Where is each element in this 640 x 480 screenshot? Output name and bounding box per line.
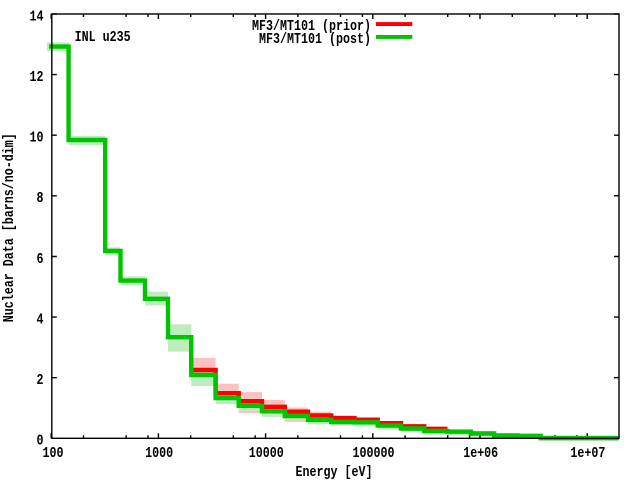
svg-text:10: 10 bbox=[30, 130, 44, 147]
svg-text:1000: 1000 bbox=[145, 445, 173, 462]
svg-text:Energy [eV]: Energy [eV] bbox=[296, 464, 373, 480]
svg-text:MF3/MT101 (post): MF3/MT101 (post) bbox=[259, 31, 371, 48]
svg-text:14: 14 bbox=[30, 8, 44, 25]
svg-text:12: 12 bbox=[30, 69, 44, 86]
svg-text:6: 6 bbox=[37, 251, 44, 268]
svg-text:8: 8 bbox=[37, 190, 44, 207]
svg-text:1e+07: 1e+07 bbox=[570, 445, 605, 462]
svg-text:4: 4 bbox=[37, 312, 44, 329]
svg-text:Nuclear Data [barns/no-dim]: Nuclear Data [barns/no-dim] bbox=[1, 133, 18, 322]
svg-text:2: 2 bbox=[37, 372, 44, 389]
svg-text:100: 100 bbox=[43, 445, 64, 462]
svg-text:100000: 100000 bbox=[353, 445, 395, 462]
svg-text:10000: 10000 bbox=[249, 445, 284, 462]
svg-text:1e+06: 1e+06 bbox=[463, 445, 498, 462]
svg-text:0: 0 bbox=[37, 433, 44, 450]
svg-text:INL u235: INL u235 bbox=[75, 29, 131, 46]
svg-text:MF3/MT101 (prior): MF3/MT101 (prior) bbox=[252, 18, 371, 35]
